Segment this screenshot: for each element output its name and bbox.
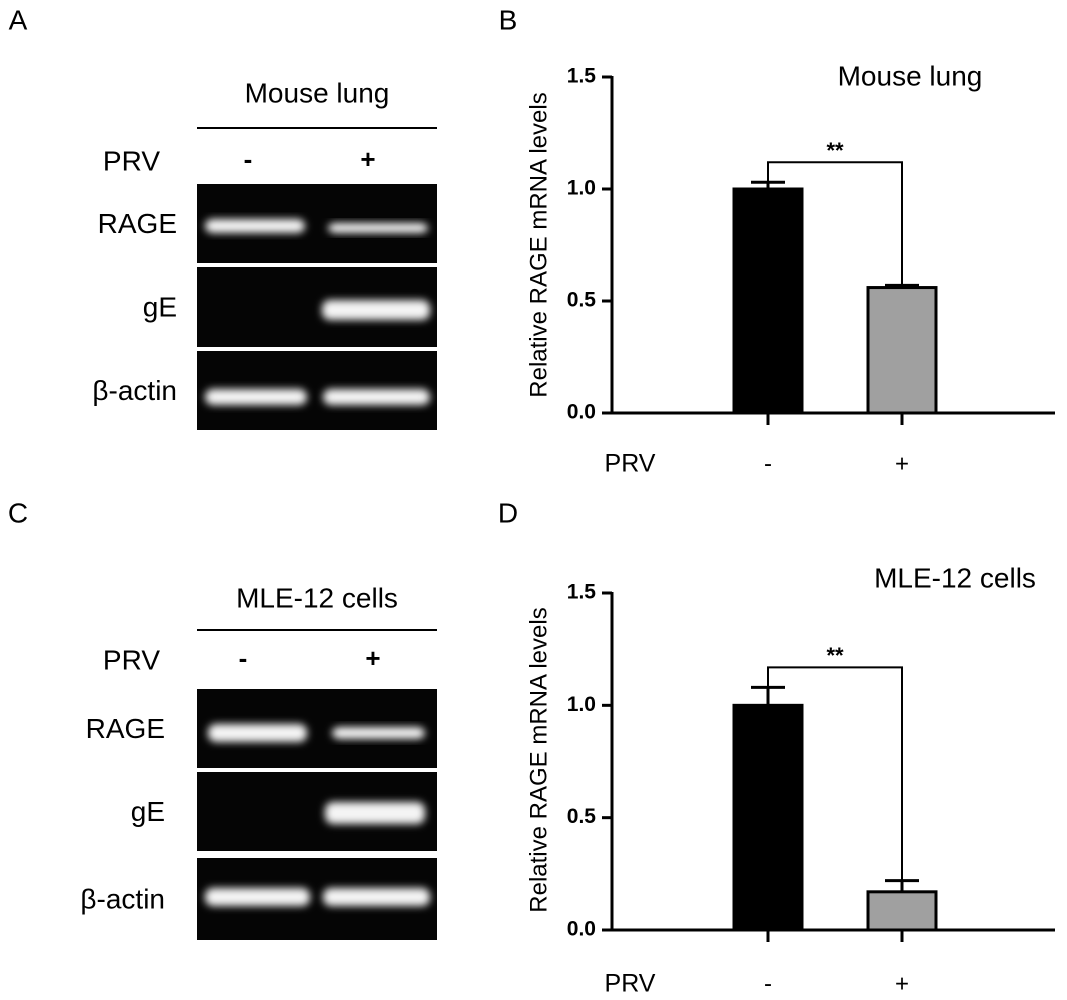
x-tick-label: - xyxy=(764,450,772,477)
significance-bracket xyxy=(767,666,903,881)
bar xyxy=(866,286,938,415)
gel-band xyxy=(205,219,305,233)
chart-title: Mouse lung xyxy=(838,60,983,91)
y-axis-label: Relative RAGE mRNA levels xyxy=(525,607,552,912)
x-axis-label: PRV xyxy=(605,970,656,998)
gel-band xyxy=(323,389,430,405)
gel-band xyxy=(205,888,310,906)
lane-label: - xyxy=(244,144,253,174)
gel-band xyxy=(328,223,428,233)
panel-label: D xyxy=(498,497,518,528)
gel-row-label: RAGE xyxy=(98,208,177,239)
gel-row-label: gE xyxy=(131,796,165,827)
x-tick-label: + xyxy=(895,970,909,997)
gel-title: Mouse lung xyxy=(245,77,390,108)
x-tick-label: + xyxy=(895,450,909,477)
y-tick-label: 1.0 xyxy=(567,693,596,716)
gel-band xyxy=(325,802,425,824)
condition-label: PRV xyxy=(103,644,160,675)
bar xyxy=(866,890,938,932)
gel-row-label: β-actin xyxy=(92,375,177,406)
significance-label: ** xyxy=(826,138,844,163)
chart-title: MLE-12 cells xyxy=(874,562,1036,593)
bar xyxy=(732,187,804,415)
y-tick-label: 1.5 xyxy=(567,65,597,88)
lane-label: - xyxy=(239,643,248,673)
y-tick-label: 0.0 xyxy=(567,401,596,424)
y-tick-label: 1.5 xyxy=(567,581,597,604)
gel-title: MLE-12 cells xyxy=(236,582,398,613)
gel-band xyxy=(205,389,307,405)
lane-label: + xyxy=(365,643,380,673)
significance-label: ** xyxy=(826,643,844,668)
y-tick-label: 1.0 xyxy=(567,177,596,200)
gel-row-label: RAGE xyxy=(86,713,165,744)
panel-label: A xyxy=(9,4,28,35)
y-tick-label: 0.0 xyxy=(567,918,596,941)
gel-band xyxy=(322,300,430,320)
gel-row-label: gE xyxy=(143,291,177,322)
gel-band xyxy=(332,727,425,739)
gel-band xyxy=(323,888,430,906)
panel-label: C xyxy=(8,497,28,528)
y-tick-label: 0.5 xyxy=(567,805,597,828)
x-axis-label: PRV xyxy=(605,450,656,478)
gel-row-label: β-actin xyxy=(80,883,165,914)
gel-band xyxy=(208,724,307,742)
condition-label: PRV xyxy=(103,145,160,176)
y-tick-label: 0.5 xyxy=(567,289,597,312)
significance-bracket xyxy=(767,161,903,286)
lane-label: + xyxy=(360,144,375,174)
bar xyxy=(732,703,804,932)
x-tick-label: - xyxy=(764,970,772,997)
panel-label: B xyxy=(499,4,518,35)
y-axis-label: Relative RAGE mRNA levels xyxy=(525,92,552,397)
